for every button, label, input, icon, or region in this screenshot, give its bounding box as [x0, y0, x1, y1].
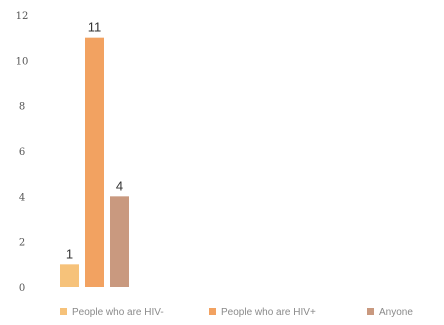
- y-tick-label: 12: [16, 11, 29, 22]
- legend: People who are HIV- People who are HIV+ An…: [60, 307, 413, 318]
- y-tick-label: 10: [16, 56, 29, 67]
- data-label: 11: [88, 20, 102, 35]
- y-tick-label: 0: [19, 283, 25, 294]
- y-tick-label: 8: [19, 102, 25, 113]
- bar: [85, 37, 104, 287]
- bar: [60, 264, 79, 287]
- bar: [110, 196, 129, 287]
- legend-label: Anyone: [379, 307, 413, 318]
- legend-swatch: [367, 308, 374, 315]
- legend-label: People who are HIV+: [221, 307, 316, 318]
- y-tick-label: 2: [19, 238, 25, 249]
- legend-swatch: [60, 308, 67, 315]
- legend-label: People who are HIV-: [72, 307, 164, 318]
- bars: [60, 37, 129, 287]
- data-label: 4: [116, 178, 123, 193]
- legend-swatch: [209, 308, 216, 315]
- y-tick-label: 4: [19, 192, 25, 203]
- y-tick-label: 6: [19, 147, 25, 158]
- data-label: 1: [66, 246, 73, 261]
- y-axis: 0 2 4 6 8 10 12: [16, 11, 29, 294]
